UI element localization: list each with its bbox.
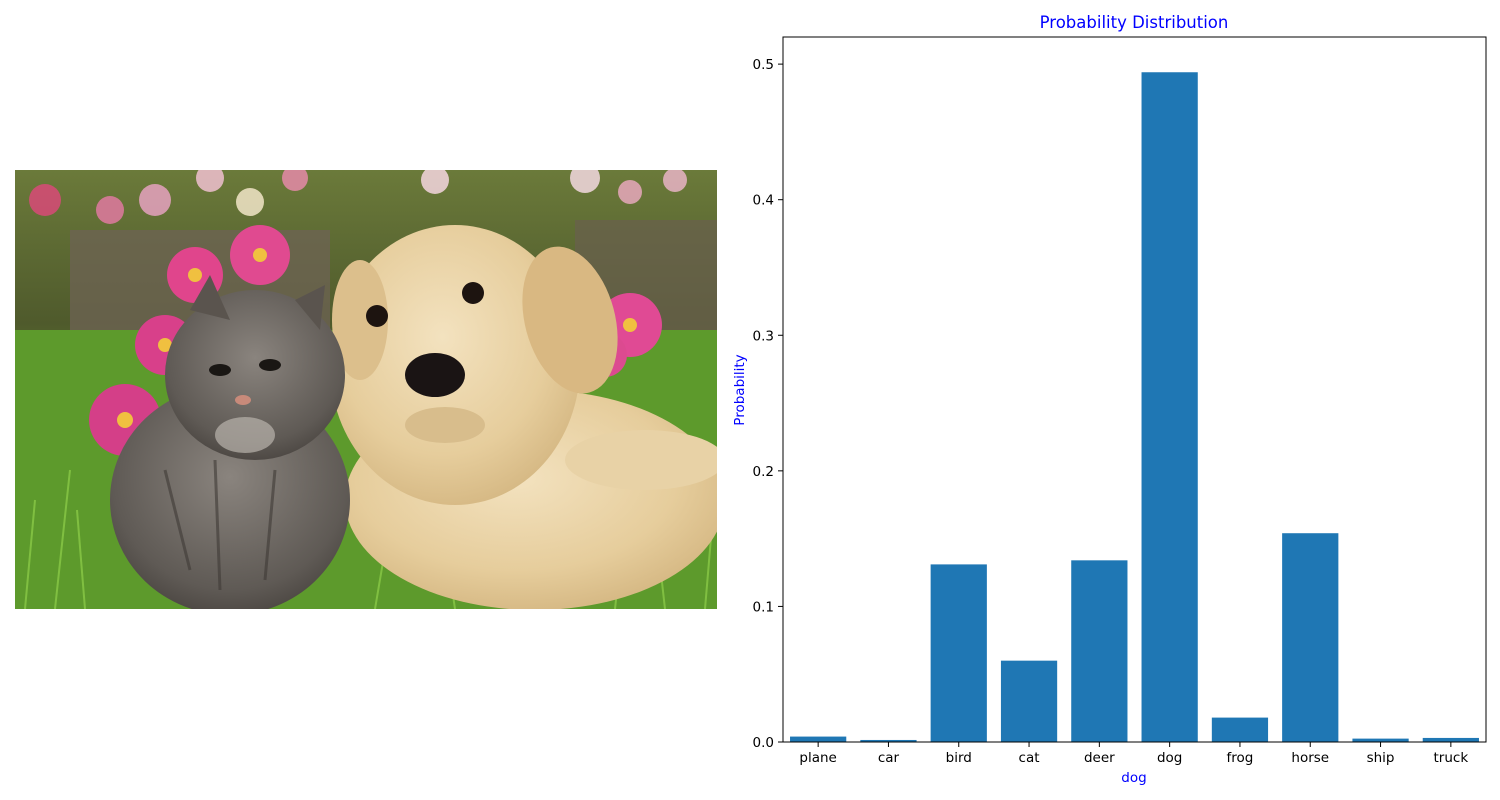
x-tick-label: ship: [1367, 750, 1395, 766]
bar-bird: [930, 564, 987, 742]
y-tick-label: 0.5: [753, 57, 774, 73]
x-tick-label: frog: [1227, 750, 1254, 766]
plot-area: [790, 72, 1479, 742]
chart-title: Probability Distribution: [1040, 13, 1229, 32]
bar-deer: [1071, 560, 1128, 742]
y-axis-label: Probability: [732, 354, 748, 425]
x-tick-label: car: [878, 750, 900, 766]
y-tick-label: 0.3: [753, 328, 774, 344]
x-axis-label: dog: [1121, 770, 1146, 786]
y-tick-label: 0.4: [753, 193, 774, 209]
x-tick-label: dog: [1157, 750, 1182, 766]
x-tick-label: horse: [1291, 750, 1329, 766]
y-tick-label: 0.1: [753, 599, 774, 615]
x-axis: plane car bird cat deer dog frog horse ship truck: [799, 742, 1468, 766]
y-tick-label: 0.0: [753, 735, 774, 751]
x-tick-label: cat: [1019, 750, 1040, 766]
x-tick-label: bird: [946, 750, 972, 766]
axes-frame: [782, 36, 1487, 743]
x-tick-label: truck: [1434, 750, 1469, 766]
bar-frog: [1211, 717, 1269, 742]
photo-panel: [15, 170, 717, 609]
bar-cat: [1000, 660, 1058, 742]
bar-dog: [1141, 72, 1198, 742]
x-tick-label: deer: [1084, 750, 1115, 766]
x-tick-label: plane: [799, 750, 836, 766]
bar-truck: [1422, 737, 1479, 742]
bar-horse: [1282, 533, 1339, 742]
bar-ship: [1352, 738, 1409, 742]
bar-car: [860, 739, 917, 742]
y-tick-label: 0.2: [753, 464, 774, 480]
y-axis: 0.0 0.1 0.2 0.3 0.4 0.5: [753, 57, 783, 751]
kitten-puppy-photo: [15, 170, 717, 609]
bar-plane: [790, 736, 847, 742]
